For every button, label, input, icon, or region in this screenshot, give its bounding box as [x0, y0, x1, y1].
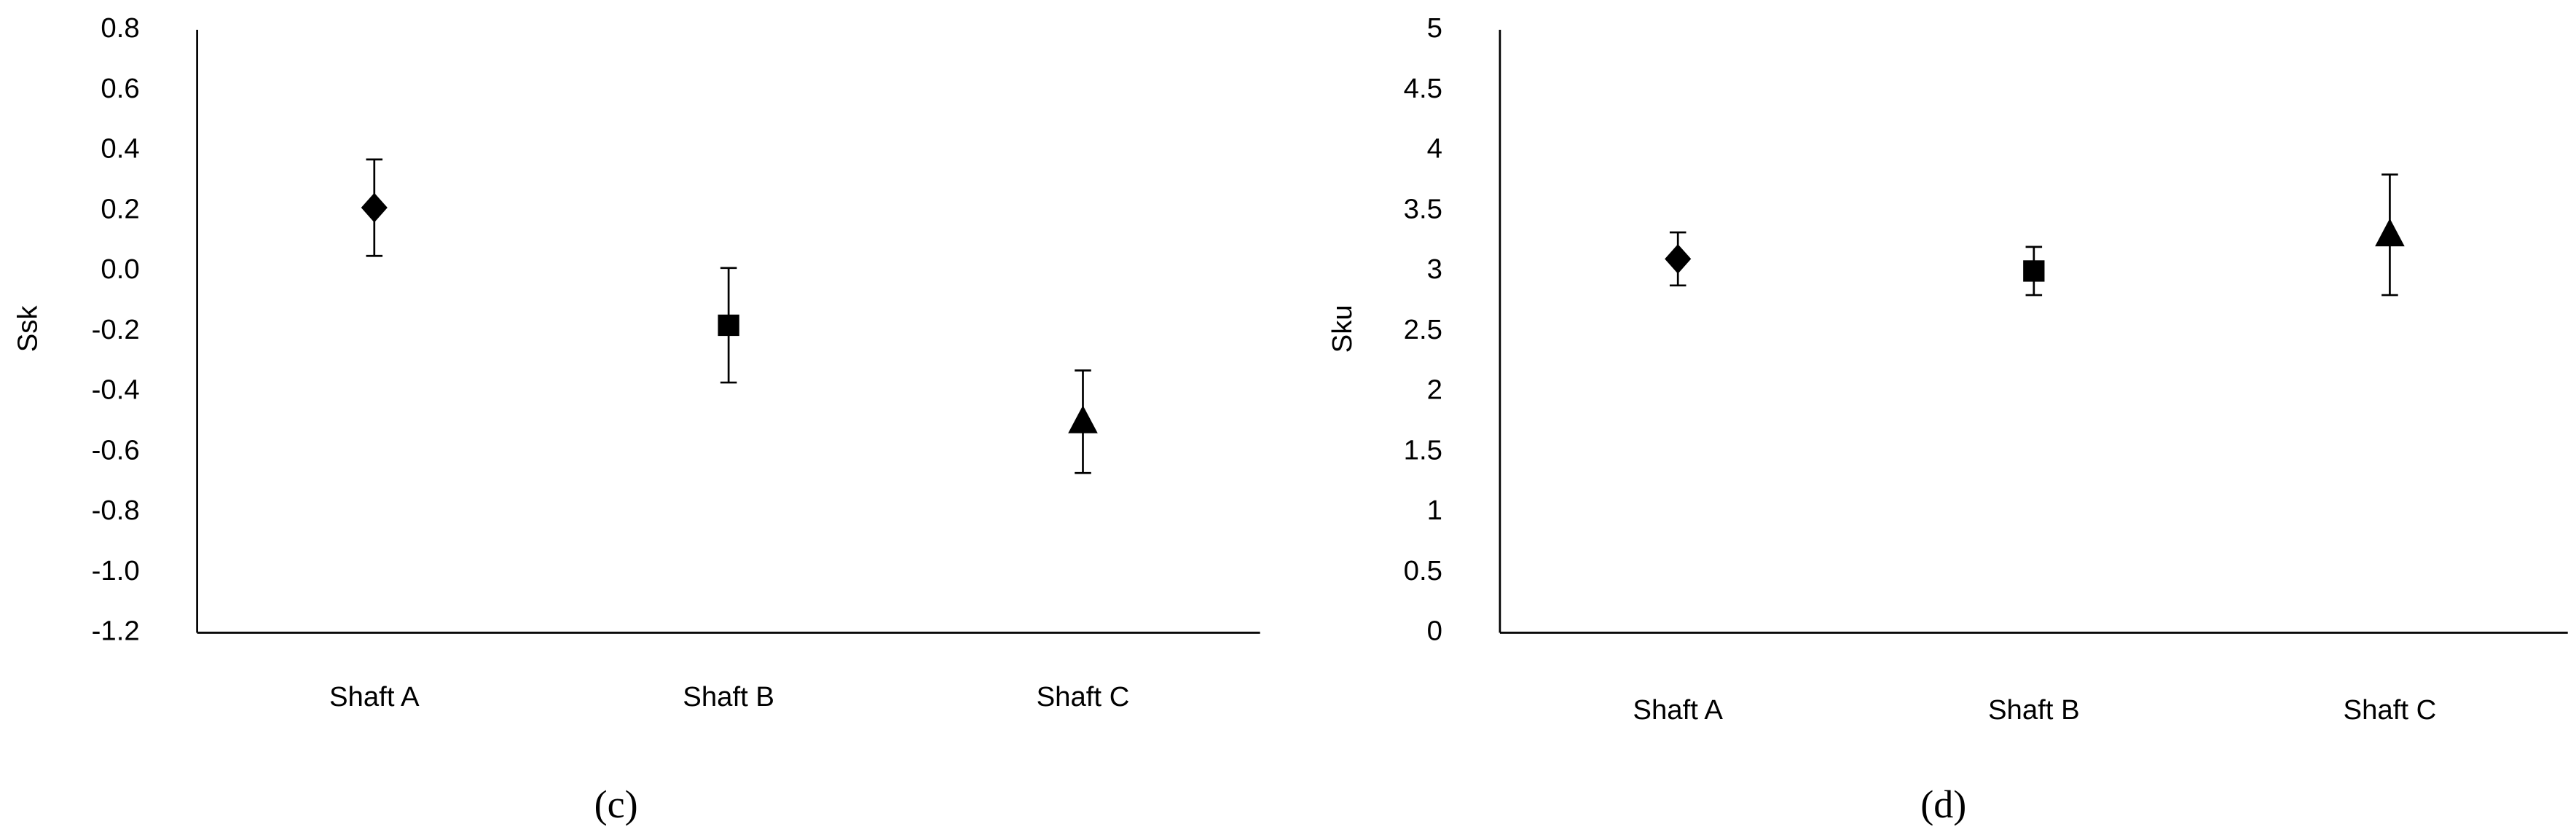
marker	[1665, 244, 1692, 274]
marker	[718, 314, 739, 337]
y-tick-label: 1	[1427, 495, 1442, 526]
y-axis-label: Sku	[1327, 305, 1358, 353]
y-tick-label: -0.6	[92, 434, 140, 466]
y-tick-label: 0.8	[101, 12, 139, 44]
y-tick-label: 0.2	[101, 193, 139, 224]
y-tick-label: -0.2	[92, 314, 140, 345]
marker	[2023, 260, 2045, 282]
y-tick-label: -1.2	[92, 616, 140, 647]
x-tick-label: Shaft A	[329, 681, 420, 713]
marker	[2375, 218, 2405, 247]
y-tick-label: 2	[1427, 374, 1442, 406]
x-tick-label: Shaft A	[1633, 694, 1723, 726]
y-tick-label: 0.6	[101, 73, 139, 104]
y-tick-label: 0.4	[101, 133, 139, 165]
caption: (d)	[1920, 782, 1966, 826]
y-tick-label: 1.5	[1404, 434, 1442, 466]
caption: (c)	[594, 782, 638, 826]
y-axis-label: Ssk	[12, 305, 44, 353]
y-tick-label: 4	[1427, 133, 1442, 165]
x-tick-label: Shaft C	[1037, 681, 1130, 713]
y-tick-label: -1.0	[92, 555, 140, 586]
marker	[1068, 405, 1098, 433]
x-tick-label: Shaft B	[1988, 694, 2080, 726]
y-tick-label: 3.5	[1404, 193, 1442, 224]
y-tick-label: 0.5	[1404, 555, 1442, 586]
x-tick-label: Shaft C	[2344, 694, 2437, 726]
y-tick-label: 4.5	[1404, 73, 1442, 104]
y-tick-label: 2.5	[1404, 314, 1442, 345]
y-tick-label: 3	[1427, 254, 1442, 285]
y-tick-label: 5	[1427, 12, 1442, 44]
x-tick-label: Shaft B	[683, 681, 774, 713]
y-tick-label: 0.0	[101, 254, 139, 285]
y-tick-label: -0.4	[92, 374, 140, 406]
y-tick-label: 0	[1427, 616, 1442, 647]
y-tick-label: -0.8	[92, 495, 140, 526]
marker	[361, 192, 388, 223]
